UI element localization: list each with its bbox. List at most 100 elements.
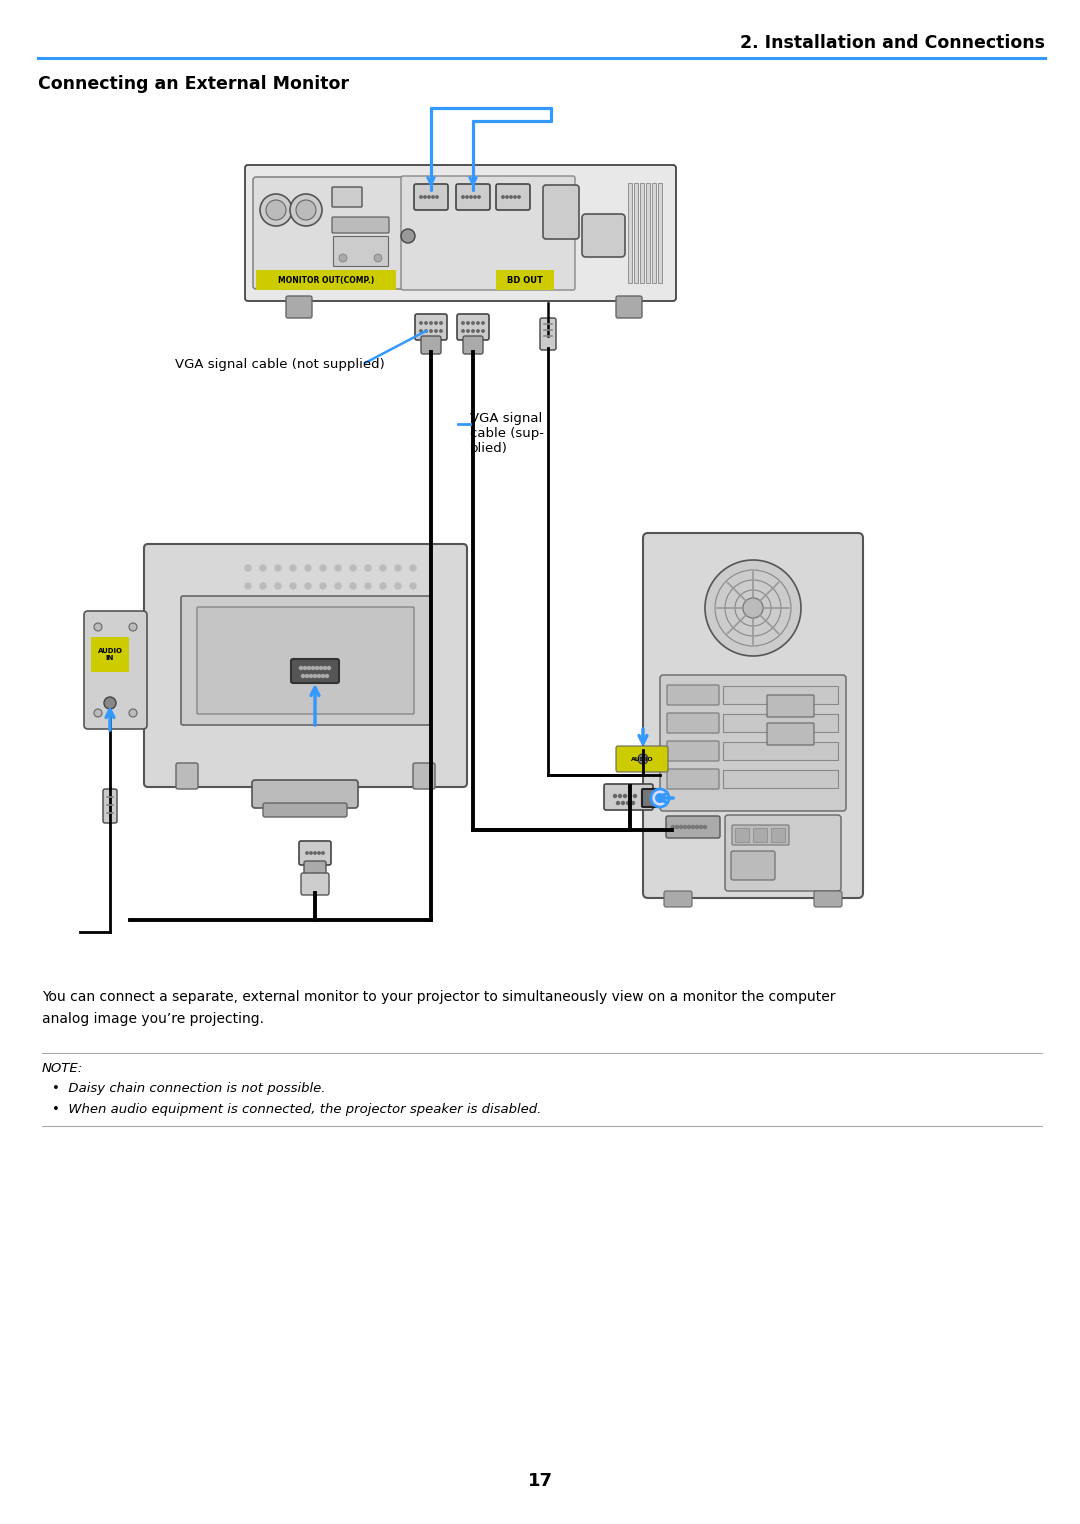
Circle shape (424, 329, 428, 332)
Circle shape (743, 597, 762, 619)
FancyBboxPatch shape (666, 815, 720, 838)
FancyBboxPatch shape (723, 715, 838, 732)
Circle shape (410, 690, 416, 696)
Circle shape (476, 322, 480, 325)
Circle shape (315, 666, 319, 669)
Circle shape (380, 584, 386, 588)
Circle shape (325, 675, 328, 678)
Circle shape (266, 200, 286, 219)
Circle shape (428, 195, 430, 198)
Circle shape (260, 674, 266, 680)
FancyBboxPatch shape (664, 892, 692, 907)
Circle shape (410, 637, 416, 643)
Circle shape (395, 690, 401, 696)
Circle shape (245, 690, 251, 696)
FancyBboxPatch shape (658, 183, 662, 283)
Circle shape (440, 329, 442, 332)
Circle shape (245, 565, 251, 572)
FancyBboxPatch shape (667, 741, 719, 760)
Circle shape (335, 690, 341, 696)
Circle shape (335, 619, 341, 625)
Circle shape (482, 322, 484, 325)
FancyBboxPatch shape (176, 764, 198, 789)
FancyBboxPatch shape (753, 828, 767, 841)
Circle shape (395, 619, 401, 625)
Circle shape (291, 194, 322, 226)
Circle shape (514, 195, 516, 198)
Circle shape (380, 565, 386, 572)
Circle shape (104, 696, 116, 709)
Circle shape (308, 666, 311, 669)
FancyBboxPatch shape (301, 873, 329, 895)
FancyBboxPatch shape (197, 607, 414, 715)
Circle shape (275, 565, 281, 572)
FancyBboxPatch shape (723, 686, 838, 704)
Circle shape (301, 675, 305, 678)
Circle shape (335, 655, 341, 661)
Text: You can connect a separate, external monitor to your projector to simultaneously: You can connect a separate, external mon… (42, 991, 836, 1004)
Circle shape (260, 194, 292, 226)
FancyBboxPatch shape (652, 183, 656, 283)
Circle shape (94, 709, 102, 716)
Circle shape (335, 565, 341, 572)
Circle shape (335, 584, 341, 588)
Circle shape (291, 565, 296, 572)
Circle shape (311, 666, 314, 669)
FancyBboxPatch shape (413, 764, 435, 789)
Circle shape (291, 690, 296, 696)
Circle shape (688, 826, 690, 829)
FancyBboxPatch shape (723, 742, 838, 760)
Circle shape (339, 255, 347, 262)
FancyBboxPatch shape (582, 213, 625, 258)
Circle shape (260, 584, 266, 588)
FancyBboxPatch shape (771, 828, 785, 841)
FancyBboxPatch shape (457, 314, 489, 340)
Circle shape (617, 802, 620, 805)
FancyBboxPatch shape (634, 183, 638, 283)
Circle shape (679, 826, 683, 829)
FancyBboxPatch shape (767, 695, 814, 716)
Circle shape (510, 195, 512, 198)
FancyBboxPatch shape (814, 892, 842, 907)
Circle shape (313, 675, 316, 678)
Circle shape (320, 690, 326, 696)
Circle shape (322, 852, 324, 853)
Text: 17: 17 (527, 1472, 553, 1490)
FancyBboxPatch shape (456, 184, 490, 210)
FancyBboxPatch shape (540, 319, 556, 351)
Circle shape (305, 619, 311, 625)
Circle shape (129, 709, 137, 716)
Circle shape (320, 619, 326, 625)
Circle shape (291, 674, 296, 680)
Circle shape (638, 754, 648, 764)
Circle shape (477, 195, 481, 198)
FancyBboxPatch shape (421, 335, 441, 354)
Circle shape (306, 675, 309, 678)
Circle shape (672, 826, 675, 829)
FancyBboxPatch shape (291, 658, 339, 683)
Circle shape (700, 826, 702, 829)
Circle shape (320, 655, 326, 661)
Circle shape (380, 674, 386, 680)
Circle shape (365, 600, 372, 607)
Circle shape (626, 802, 630, 805)
Circle shape (380, 600, 386, 607)
Circle shape (291, 655, 296, 661)
Circle shape (410, 565, 416, 572)
Circle shape (291, 584, 296, 588)
Circle shape (684, 826, 687, 829)
FancyBboxPatch shape (181, 596, 430, 725)
Circle shape (320, 584, 326, 588)
Circle shape (691, 826, 694, 829)
Circle shape (424, 322, 428, 325)
FancyBboxPatch shape (303, 861, 326, 876)
Text: AUDIO
IN: AUDIO IN (97, 648, 122, 660)
Circle shape (696, 826, 699, 829)
Circle shape (260, 619, 266, 625)
FancyBboxPatch shape (543, 184, 579, 239)
Circle shape (482, 329, 484, 332)
Circle shape (395, 600, 401, 607)
Circle shape (245, 600, 251, 607)
Circle shape (654, 792, 665, 803)
Circle shape (275, 619, 281, 625)
